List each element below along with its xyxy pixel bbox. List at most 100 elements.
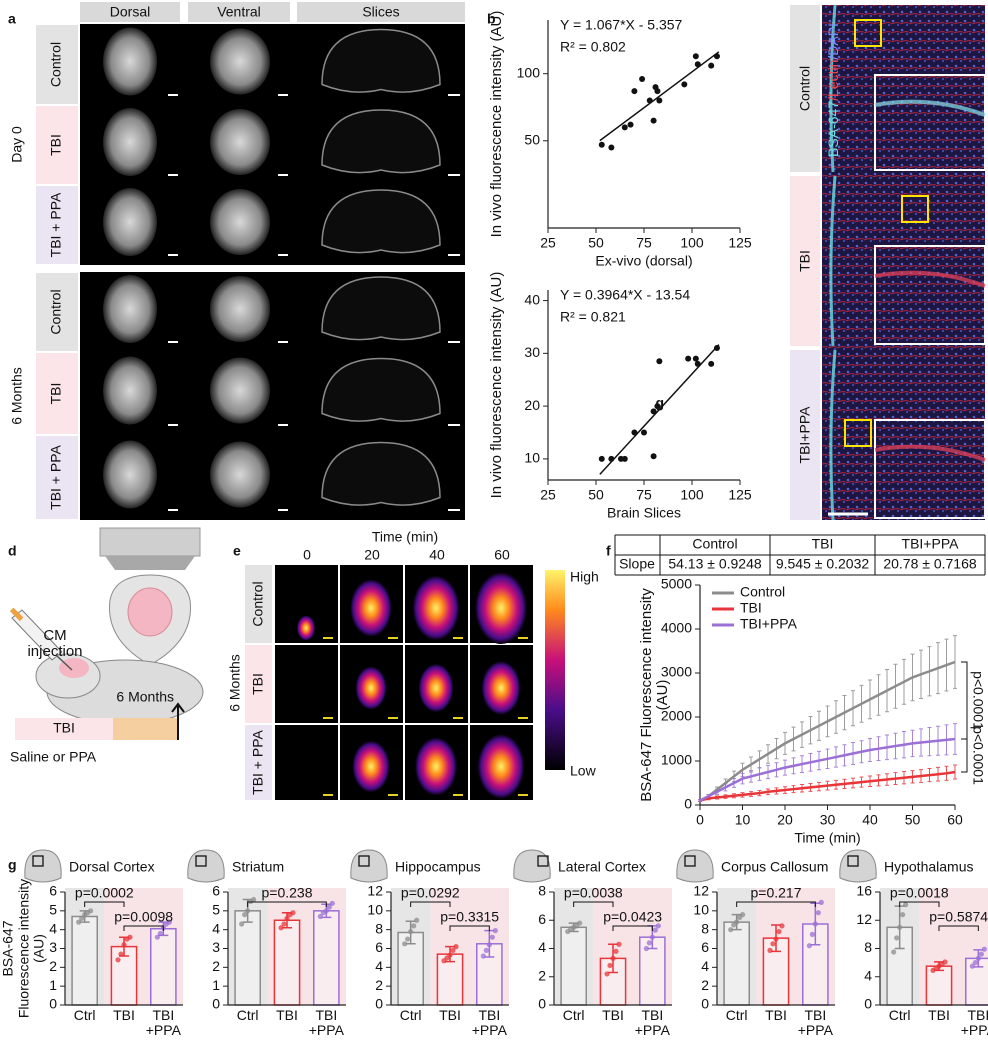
color-scale — [545, 570, 565, 770]
fit-r-squared: R² = 0.802 — [560, 39, 626, 55]
data-point — [414, 917, 420, 923]
data-point — [402, 941, 408, 947]
x-tick-label-box: TBI +PPA — [961, 1008, 988, 1038]
panel-label: b — [487, 11, 496, 27]
x-tick-label: 10 — [735, 812, 751, 828]
error-bar — [282, 911, 292, 929]
significance-bracket — [938, 925, 979, 931]
data-point — [613, 948, 619, 954]
data-point — [978, 951, 984, 957]
error-bar — [568, 922, 579, 933]
data-point — [489, 934, 495, 940]
row-label: TBI — [48, 383, 64, 405]
row-label-bg — [245, 645, 272, 723]
data-point — [492, 928, 498, 934]
data-point — [770, 941, 776, 947]
row-label-bg — [36, 25, 78, 104]
region-title: Hippocampus — [395, 859, 481, 875]
data-point — [79, 915, 85, 921]
column-header-bg — [188, 2, 290, 22]
data-point — [88, 908, 94, 914]
ventral-image — [210, 189, 270, 255]
objective-lens — [105, 556, 195, 570]
dorsal-image — [103, 188, 157, 256]
x-tick-label-box: Ctrl — [563, 1008, 585, 1023]
slice-image — [321, 189, 441, 254]
needle — [56, 655, 73, 671]
time-value: 20 — [364, 547, 380, 563]
region-title: Corpus Callosum — [721, 859, 828, 875]
y-tick-label: 8 — [538, 883, 546, 899]
legend-label: TBI+PPA — [740, 616, 798, 632]
significance-bracket — [410, 901, 451, 907]
fit-equation: Y = 0.3964*X - 13.54 — [560, 287, 690, 303]
bar — [436, 953, 464, 1006]
column-header: Slices — [362, 4, 399, 20]
data-point — [127, 934, 133, 940]
row-label: TBI + PPA — [48, 192, 64, 257]
point — [708, 360, 715, 367]
brain — [127, 587, 173, 637]
treated-bg — [593, 888, 672, 1005]
data-point — [646, 940, 652, 946]
y-tick-label: 12 — [856, 911, 872, 927]
significance-bracket — [961, 738, 968, 773]
ventral-image — [210, 28, 270, 95]
row-label-bg — [36, 106, 78, 184]
time-value: 40 — [429, 547, 445, 563]
y-tick-label: 20 — [524, 397, 540, 413]
table-header: Control — [692, 536, 737, 552]
slice-image — [321, 109, 441, 174]
data-point — [900, 912, 906, 918]
ventral-image — [210, 441, 270, 508]
error-bar — [608, 943, 618, 974]
legend-label: TBI — [740, 600, 762, 616]
x-tick-label: Ctrl — [73, 1008, 96, 1023]
x-axis-label: Ex-vivo (dorsal) — [595, 253, 692, 269]
slice-image — [321, 357, 441, 422]
x-tick-label: TBI — [276, 1008, 298, 1023]
x-tick-label: 50 — [905, 812, 921, 828]
data-point — [818, 899, 824, 905]
x-tick-label: 40 — [862, 812, 878, 828]
plunger — [9, 607, 24, 622]
p-value: p=0.0423 — [603, 909, 662, 925]
data-point — [242, 912, 248, 918]
y-tick-label: 4 — [212, 920, 220, 936]
x-tick-label-box: TBI — [439, 1008, 461, 1023]
row-label: TBI+PPA — [797, 406, 813, 464]
point — [708, 62, 715, 69]
timeline-arrow — [171, 702, 185, 740]
timeline-wait — [113, 718, 178, 740]
y-tick-label: 4 — [538, 939, 546, 955]
point — [650, 408, 657, 415]
x-tick-label: 25 — [540, 235, 556, 251]
group-label: Day 0 — [9, 126, 25, 163]
syringe — [11, 609, 63, 661]
slice-image — [321, 28, 441, 93]
error-bar — [771, 924, 781, 953]
x-tick-label: 60 — [947, 812, 963, 828]
data-point — [942, 959, 948, 965]
x-tick-label-box: TBI +PPA — [146, 1008, 181, 1038]
region-box — [32, 855, 44, 867]
row-label: TBI — [48, 134, 64, 156]
y-tick-label: 2 — [212, 958, 220, 974]
data-point — [779, 923, 785, 929]
p-value: p=0.0098 — [114, 909, 173, 925]
data-point — [652, 927, 658, 933]
region-box — [847, 855, 859, 867]
data-point — [480, 953, 486, 959]
x-tick-label-box: TBI — [113, 1008, 135, 1023]
x-tick-label: TBI +PPA — [634, 1008, 670, 1039]
dorsal-image — [103, 356, 157, 425]
x-tick-label: TBI — [113, 1008, 135, 1023]
point — [650, 117, 657, 124]
row-label: TBI — [250, 673, 266, 695]
y-tick-label: 0 — [701, 996, 709, 1012]
x-tick-label: TBI +PPA — [797, 1008, 833, 1039]
ventral-image — [210, 357, 270, 424]
y-tick-label: 4 — [864, 967, 872, 983]
table-header: TBI — [812, 536, 834, 552]
table-cell: 54.13 ± 0.9248 — [668, 556, 762, 572]
